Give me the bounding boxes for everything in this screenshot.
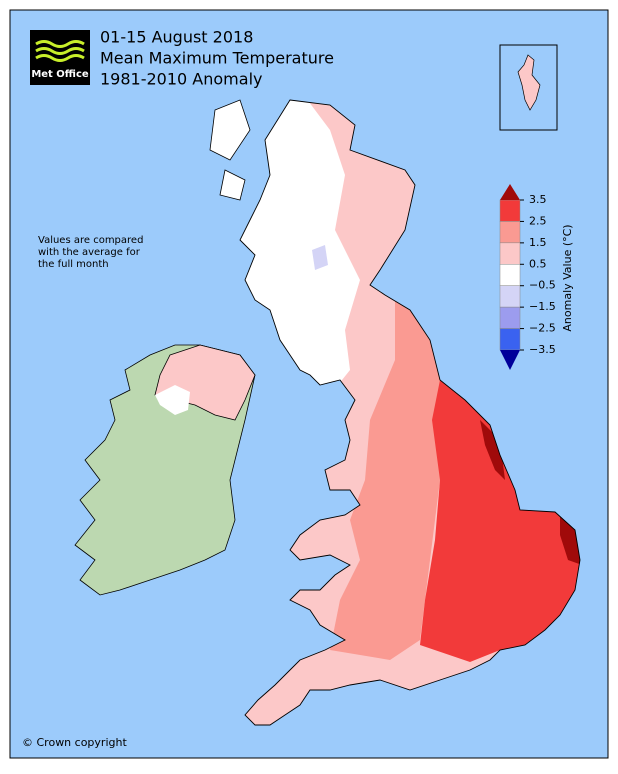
legend-bin xyxy=(499,199,521,222)
legend-tick-label: 2.5 xyxy=(529,214,547,227)
shetland xyxy=(517,54,541,111)
legend-bin xyxy=(499,285,521,308)
region-fill xyxy=(560,515,580,565)
legend-tick-label: 1.5 xyxy=(529,236,547,249)
gb-coast xyxy=(239,99,581,726)
legend-bin xyxy=(499,264,521,286)
legend-over xyxy=(500,184,520,200)
legend-bin xyxy=(499,221,521,244)
region-fill xyxy=(330,290,445,660)
legend-tick-label: −0.5 xyxy=(529,279,556,292)
title-line: 1981-2010 Anomaly xyxy=(100,70,262,89)
region-fill xyxy=(312,245,328,270)
title-line: Mean Maximum Temperature xyxy=(100,49,334,68)
title-line: 01-15 August 2018 xyxy=(100,28,253,47)
logo-waves xyxy=(35,40,85,62)
legend-label: Anomaly Value (°C) xyxy=(561,224,574,331)
note-line: the full month xyxy=(38,259,109,270)
legend-bin xyxy=(499,242,521,265)
legend-bin xyxy=(499,328,521,351)
island xyxy=(219,169,246,201)
region-fill xyxy=(480,420,505,480)
inset-frame xyxy=(499,44,558,131)
logo-text: Met Office xyxy=(31,69,89,80)
legend-tick-label: 0.5 xyxy=(529,257,547,270)
legend-tick-label: −2.5 xyxy=(529,322,556,335)
region-fill xyxy=(420,380,580,662)
ni-white xyxy=(155,385,190,415)
legend-tick-label: 3.5 xyxy=(529,193,547,206)
copyright: © Crown copyright xyxy=(22,736,127,749)
note-line: with the average for xyxy=(38,247,141,258)
legend-tick-label: −1.5 xyxy=(529,300,556,313)
note-line: Values are compared xyxy=(38,235,143,246)
legend-bin xyxy=(499,306,521,329)
island xyxy=(209,99,251,161)
legend-under xyxy=(500,350,520,370)
legend-tick-label: −3.5 xyxy=(529,343,556,356)
